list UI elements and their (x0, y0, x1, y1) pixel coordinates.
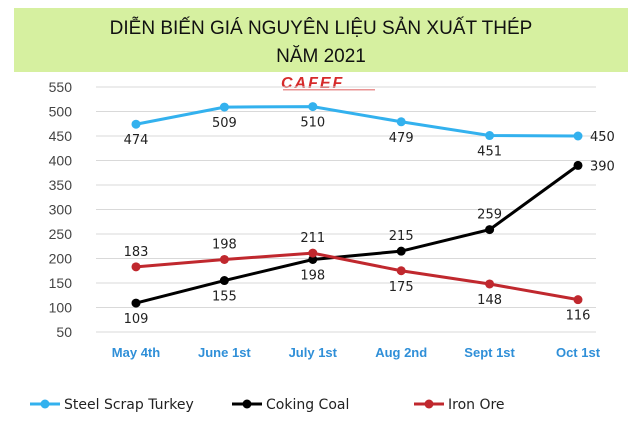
data-point-iron (219, 254, 229, 264)
legend-label-coal: Coking Coal (266, 397, 349, 413)
data-point-iron (485, 279, 495, 289)
data-label-coal: 155 (212, 290, 237, 305)
data-label-coal: 390 (590, 159, 615, 174)
chart-title-line-1: DIỄN BIẾN GIÁ NGUYÊN LIỆU SẢN XUẤT THÉP (109, 18, 533, 39)
data-label-steel: 510 (300, 116, 325, 131)
x-tick-label: Oct 1st (556, 345, 601, 360)
y-tick-label: 350 (49, 177, 73, 193)
data-label-iron: 198 (212, 237, 237, 252)
data-label-iron: 175 (389, 280, 414, 295)
y-tick-label: 550 (49, 79, 73, 95)
x-tick-label: June 1st (198, 345, 251, 360)
y-tick-label: 450 (49, 128, 73, 144)
data-point-coal (485, 225, 495, 235)
grid-lines (96, 86, 596, 333)
legend: Steel Scrap Turkey Coking Coal Iron Ore (30, 397, 505, 413)
x-tick-label: Sept 1st (464, 345, 515, 360)
data-label-iron: 211 (300, 231, 325, 246)
data-point-coal (131, 298, 141, 308)
x-tick-label: July 1st (289, 345, 338, 360)
data-point-steel (131, 119, 141, 129)
y-tick-label: 200 (49, 251, 73, 267)
series-lines (131, 102, 583, 308)
x-tick-label: May 4th (112, 345, 160, 360)
data-label-steel: 451 (477, 145, 502, 160)
data-label-steel: 474 (124, 133, 149, 148)
x-axis-ticks: May 4th June 1st July 1st Aug 2nd Sept 1st Oc… (112, 345, 601, 360)
data-labels: 474 509 510 479 451 450 109 155 198 215 259 390 183 1… (124, 116, 615, 327)
data-point-steel (396, 117, 406, 127)
y-tick-label: 300 (49, 202, 73, 218)
series-line-steel (135, 105, 579, 138)
data-point-iron (131, 262, 141, 272)
data-point-steel (219, 102, 229, 112)
data-point-coal (396, 246, 406, 256)
data-point-iron (308, 248, 318, 258)
data-label-steel: 479 (389, 131, 414, 146)
data-point-iron (573, 295, 583, 305)
legend-label-iron: Iron Ore (448, 397, 505, 413)
data-label-steel: 509 (212, 116, 237, 131)
data-point-coal (219, 276, 229, 286)
data-label-steel: 450 (590, 130, 615, 145)
legend-marker-iron (424, 399, 434, 409)
data-point-steel (573, 131, 583, 141)
y-axis-ticks: 50 100 150 200 250 300 350 400 450 500 550 (49, 79, 73, 340)
x-tick-label: Aug 2nd (375, 345, 427, 360)
y-tick-label: 150 (49, 275, 73, 291)
data-point-coal (308, 254, 318, 264)
chart-title-line-2: NĂM 2021 (276, 46, 366, 67)
series-line-coal (135, 164, 579, 305)
data-label-coal: 198 (300, 268, 325, 283)
cafef-logo: CAFEF (281, 75, 375, 92)
data-label-iron: 116 (566, 309, 591, 324)
y-tick-label: 400 (49, 153, 73, 169)
legend-marker-steel (40, 399, 50, 409)
legend-marker-coal (242, 399, 252, 409)
y-tick-label: 250 (49, 226, 73, 242)
data-label-iron: 148 (477, 293, 502, 308)
data-point-iron (396, 266, 406, 276)
y-tick-label: 500 (49, 104, 73, 120)
data-label-iron: 183 (124, 245, 149, 260)
legend-label-steel: Steel Scrap Turkey (64, 397, 194, 413)
y-tick-label: 50 (56, 324, 72, 340)
data-point-coal (573, 160, 583, 170)
data-point-steel (485, 131, 495, 141)
cafef-logo-text: CAFEF (281, 75, 344, 92)
data-point-steel (308, 102, 318, 112)
data-label-coal: 215 (389, 229, 414, 244)
y-tick-label: 100 (49, 300, 73, 316)
title-band: DIỄN BIẾN GIÁ NGUYÊN LIỆU SẢN XUẤT THÉP … (14, 8, 628, 72)
data-label-coal: 259 (477, 208, 502, 223)
data-label-coal: 109 (124, 312, 149, 327)
series-line-iron (135, 251, 579, 302)
